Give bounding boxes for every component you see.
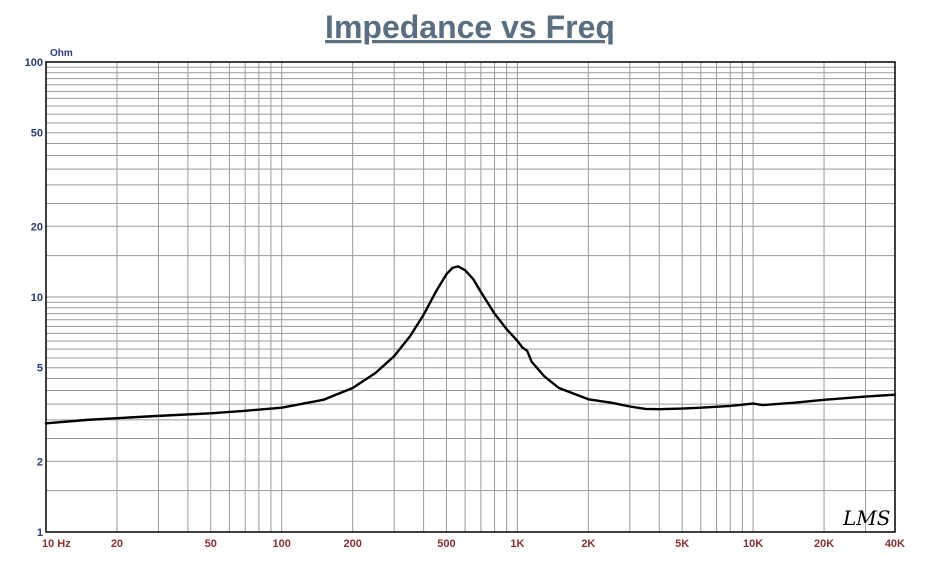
y-axis-unit-label: Ohm (50, 48, 73, 59)
tick-labels: 1 2 5 10 20 50 100 10 Hz 20 50 100 200 500 1K 2K 5K 10K 2… (25, 57, 905, 550)
y-tick-label: 1 (37, 527, 43, 539)
plot-frame (45, 61, 896, 533)
y-tick-label: 2 (37, 456, 43, 468)
chart-title: Impedance vs Freq (325, 9, 615, 45)
impedance-curve (44, 265, 897, 425)
x-tick-label: 10K (743, 538, 763, 550)
y-tick-label: 20 (31, 221, 43, 233)
x-tick-label: 200 (343, 538, 361, 550)
x-tick-label: 50 (205, 538, 217, 550)
x-tick-label: 20 (111, 538, 123, 550)
lms-watermark: LMS (842, 506, 890, 530)
x-tick-label: 10 Hz (42, 538, 71, 550)
y-tick-label: 50 (31, 128, 43, 140)
grid (45, 62, 896, 533)
x-tick-label: 40K (885, 538, 905, 550)
x-tick-label: 20K (814, 538, 834, 550)
x-tick-label: 500 (437, 538, 455, 550)
y-tick-label: 5 (37, 363, 43, 375)
x-tick-label: 2K (581, 538, 595, 550)
y-tick-label: 10 (31, 292, 43, 304)
x-tick-label: 5K (675, 538, 689, 550)
x-tick-label: 100 (273, 538, 291, 550)
x-tick-label: 1K (510, 538, 524, 550)
y-tick-label: 100 (25, 57, 43, 69)
